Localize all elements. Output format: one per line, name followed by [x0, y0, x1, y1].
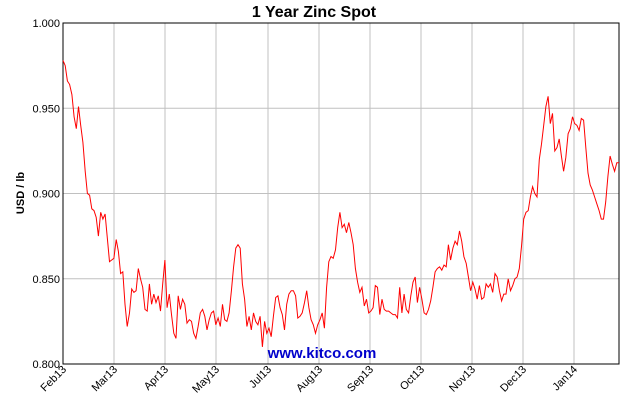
x-tick-label: Jan14	[550, 364, 580, 394]
x-tick-label: Mar13	[90, 364, 121, 395]
y-tick-label: 1.000	[32, 18, 60, 30]
plot-area-frame	[62, 22, 620, 365]
y-axis-label: USD / lb	[15, 172, 27, 214]
x-tick-label: May13	[190, 364, 222, 396]
y-tick-labels: 0.800 0.850 0.900 0.950 1.000	[32, 18, 60, 371]
x-tick-label: Aug13	[294, 364, 325, 395]
x-tick-label: Sep13	[345, 364, 376, 395]
zinc-price-line	[62, 60, 619, 347]
kitco-watermark: www.kitco.com	[267, 345, 377, 362]
y-tick-label: 0.850	[32, 274, 60, 286]
y-tick-label: 0.950	[32, 103, 60, 115]
x-tick-label: Apr13	[142, 364, 171, 393]
x-tick-label: Oct13	[398, 364, 427, 393]
x-tick-label: Nov13	[447, 364, 478, 395]
x-tick-labels: Feb13 Mar13 Apr13 May13 Jul13 Aug13 Sep13 Oct13…	[39, 364, 581, 396]
grid-lines	[63, 22, 619, 365]
chart-title: 1 Year Zinc Spot	[252, 4, 377, 21]
y-tick-label: 0.900	[32, 189, 60, 201]
x-tick-label: Jul13	[247, 364, 274, 391]
x-tick-label: Dec13	[498, 364, 529, 395]
y-tick-label: 0.800	[32, 359, 60, 371]
